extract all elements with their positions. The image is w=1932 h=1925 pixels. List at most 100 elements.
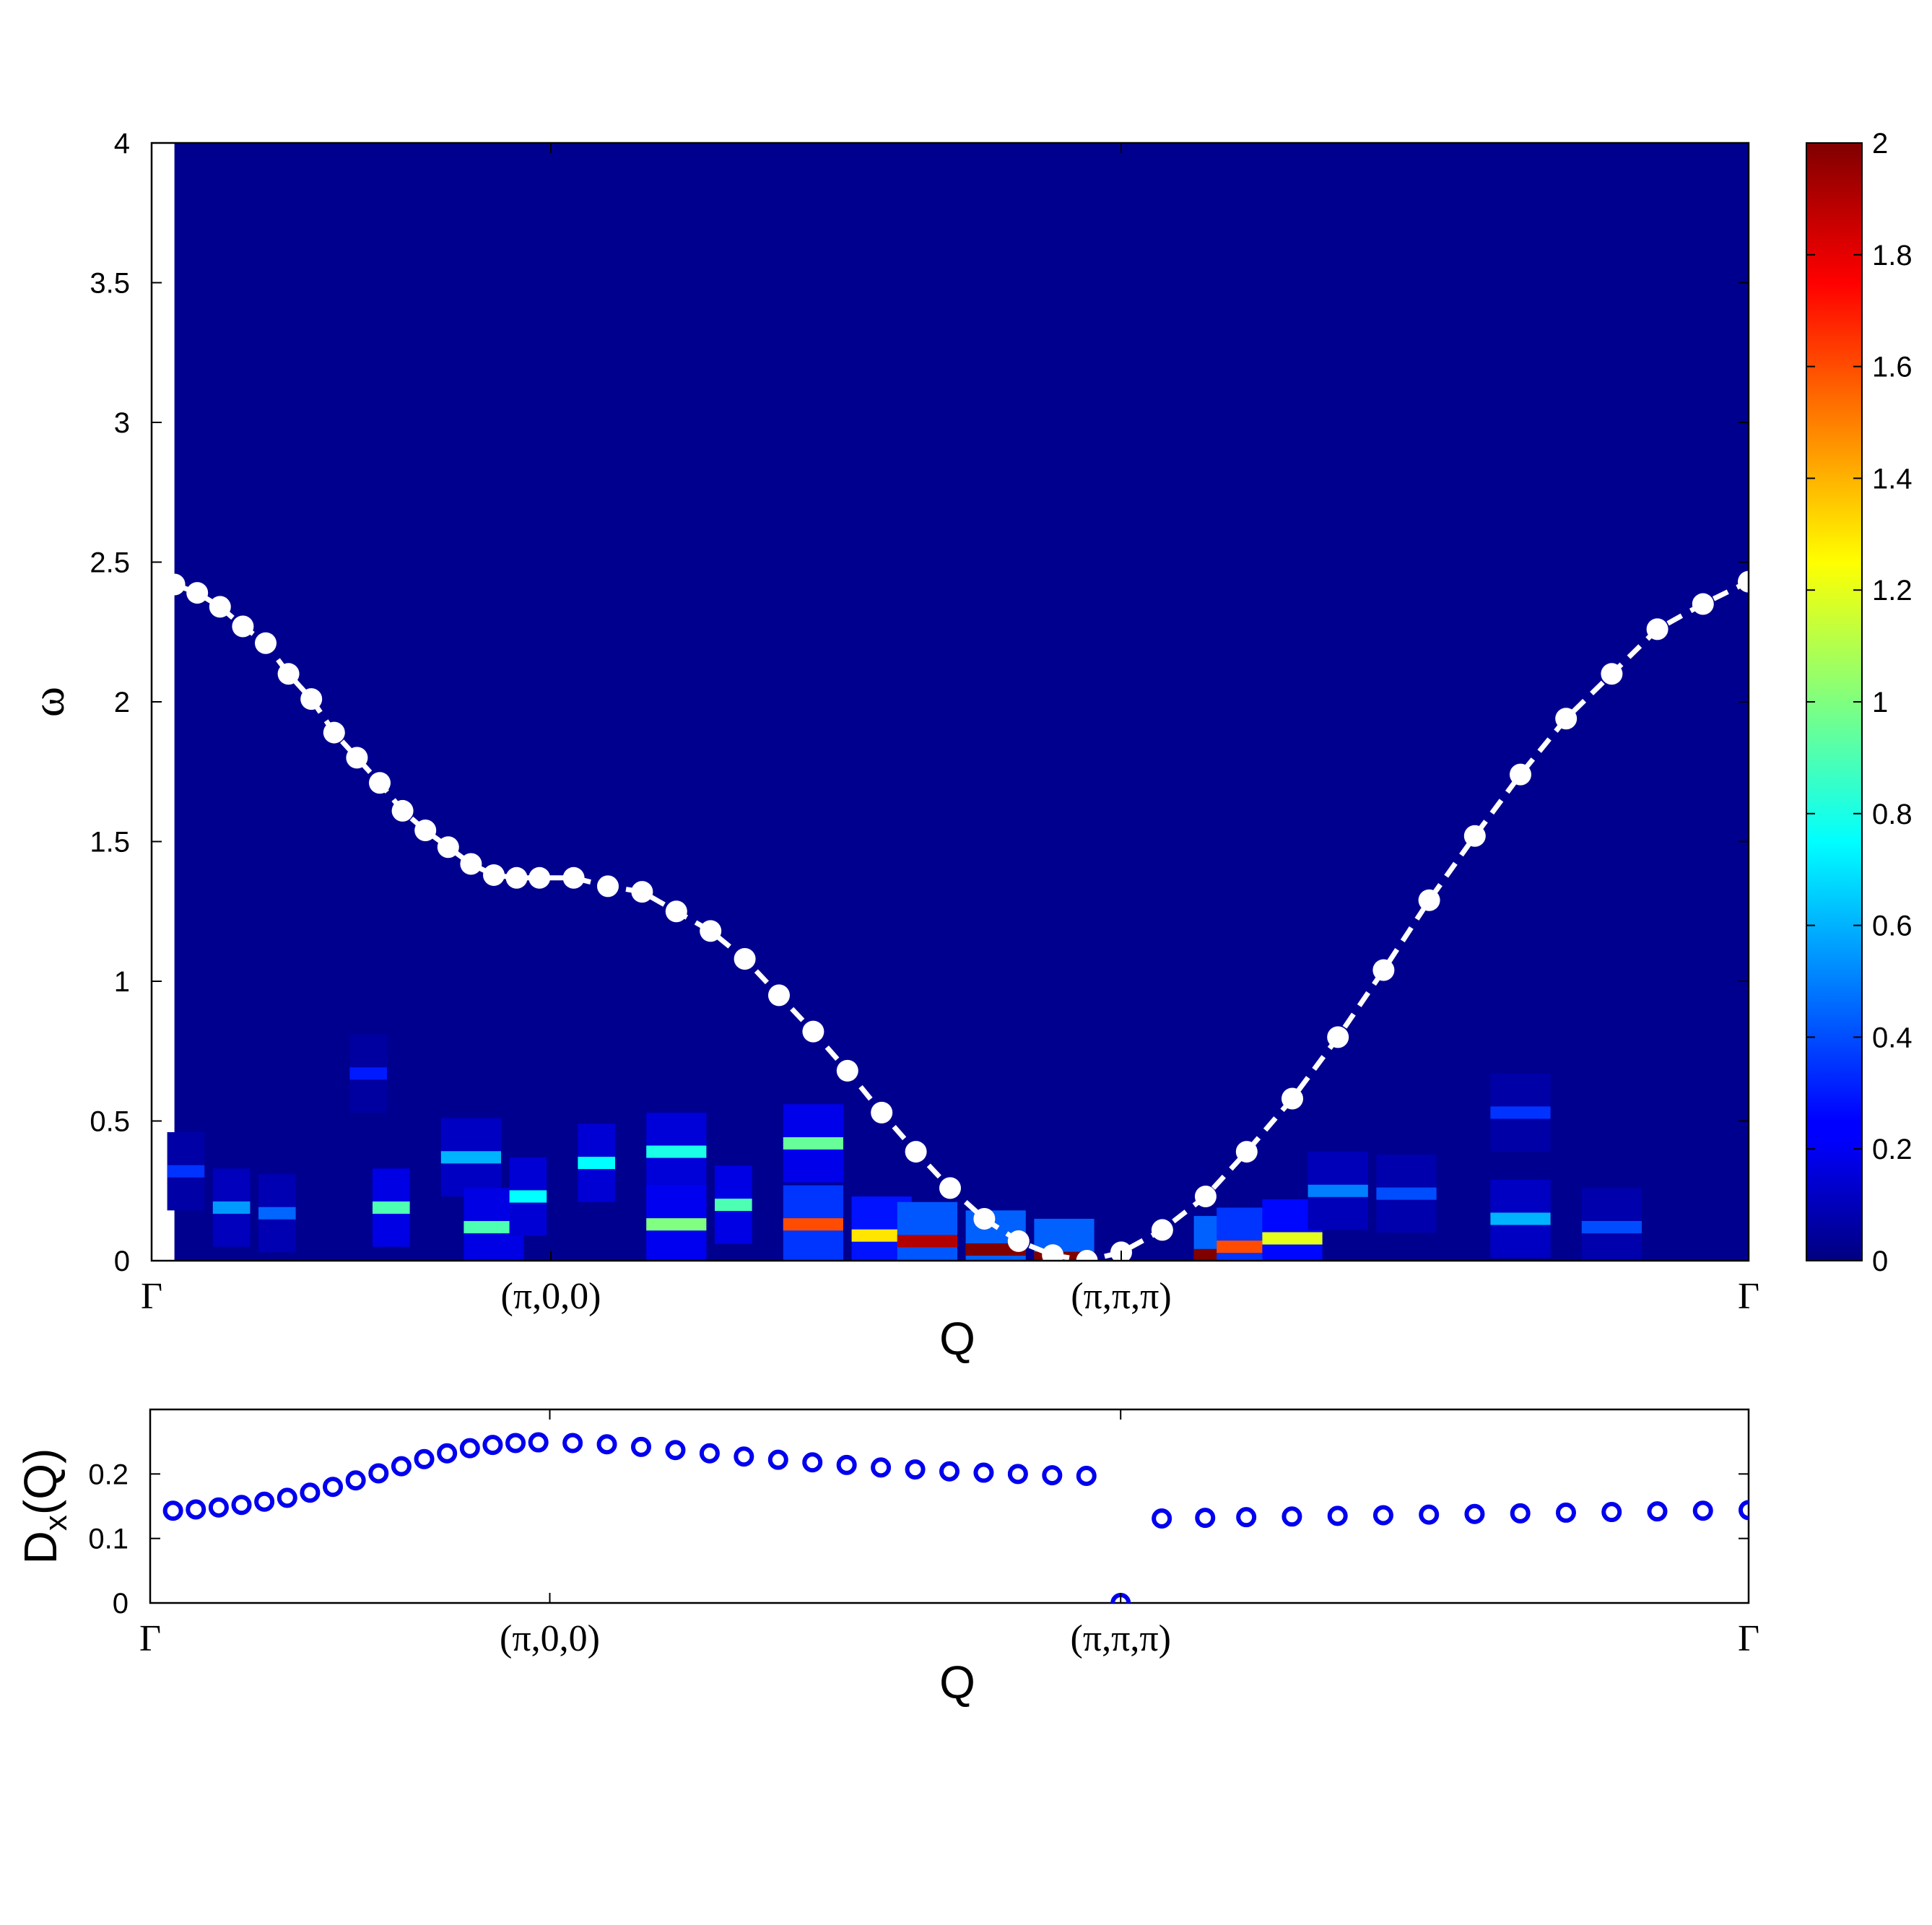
- dispersion-point: [1076, 1250, 1098, 1261]
- dx-point: [1601, 1502, 1622, 1523]
- dx-point: [767, 1449, 788, 1470]
- dispersion-point: [1151, 1219, 1173, 1241]
- dx-point: [482, 1435, 503, 1456]
- dispersion-point: [346, 747, 368, 769]
- colorbar-tick-label: 1.8: [1872, 240, 1913, 271]
- colorbar-tick-label: 1.2: [1872, 575, 1913, 607]
- dispersion-point: [369, 772, 391, 794]
- dx-y-tick-label: 0.2: [88, 1459, 129, 1490]
- dispersion-point: [871, 1101, 893, 1124]
- heatmap-cell: [1262, 1232, 1323, 1245]
- heatmap-y-label: ω: [22, 687, 74, 717]
- dx-panel: 0 0.1 0.2 Γ (π,0,0) (π,π,π) Γ Q Dx(Q): [14, 1408, 1759, 1708]
- heatmap-cell: [509, 1190, 547, 1203]
- dx-plot-area: [149, 1408, 1750, 1604]
- dispersion-point: [323, 721, 345, 744]
- heatmap-x-axis: Γ (π,0,0) (π,π,π) Γ: [141, 143, 1759, 1317]
- dispersion-point: [802, 1020, 824, 1043]
- heatmap-cell: [851, 1229, 912, 1242]
- dispersion-point: [1194, 1185, 1217, 1207]
- dx-point: [231, 1495, 252, 1516]
- dx-point: [1327, 1505, 1348, 1526]
- colorbar-tick-label: 0.8: [1872, 799, 1913, 830]
- dx-y-axis: 0 0.1 0.2: [88, 1459, 1749, 1620]
- heatmap-cell: [897, 1202, 957, 1261]
- dx-point: [802, 1452, 823, 1473]
- dx-point: [699, 1443, 720, 1464]
- dispersion-point: [905, 1141, 927, 1163]
- heatmap-cell: [897, 1235, 957, 1248]
- dx-point: [1282, 1506, 1302, 1527]
- heatmap-cell: [578, 1157, 615, 1170]
- heatmap-cell: [783, 1218, 843, 1231]
- dx-point: [162, 1500, 183, 1521]
- dispersion-point: [1327, 1026, 1349, 1048]
- heatmap-background: [174, 143, 1749, 1261]
- heatmap-y-tick-label: 2: [114, 687, 130, 718]
- dx-x-label: Q: [939, 1656, 975, 1708]
- dx-point: [368, 1463, 389, 1484]
- dx-y-tick-label: 0.1: [88, 1524, 129, 1555]
- colorbar-tick-label: 0.2: [1872, 1134, 1913, 1165]
- dispersion-point: [505, 866, 528, 889]
- dispersion-point: [1282, 1087, 1303, 1110]
- dx-point: [1647, 1501, 1668, 1522]
- dx-point: [596, 1434, 617, 1455]
- heatmap-y-tick-label: 1.5: [90, 827, 130, 859]
- heatmap-cell: [646, 1218, 707, 1231]
- heatmap-x-label: Q: [939, 1313, 975, 1365]
- heatmap-cell: [1490, 1212, 1551, 1225]
- dx-point: [1236, 1507, 1257, 1528]
- dx-point: [254, 1491, 275, 1512]
- heatmap-y-tick-label: 3.5: [90, 268, 130, 300]
- dispersion-point: [836, 1059, 858, 1082]
- dx-point: [1739, 1500, 1749, 1521]
- dispersion-point: [437, 836, 459, 859]
- colorbar-tick-label: 0.6: [1872, 911, 1913, 942]
- dx-point: [1042, 1465, 1063, 1486]
- heatmap-x-tick-label: Γ: [1738, 1276, 1759, 1317]
- dx-point: [1195, 1508, 1216, 1529]
- dispersion-point: [414, 820, 437, 842]
- dx-point: [186, 1499, 206, 1520]
- colorbar-tick-label: 1: [1872, 687, 1888, 718]
- dx-point: [345, 1470, 366, 1491]
- dispersion-point: [1418, 889, 1440, 911]
- dispersion-point: [186, 582, 209, 604]
- dispersion-point: [597, 875, 619, 898]
- dx-point: [1419, 1504, 1440, 1525]
- colorbar-ticks: 0 0.2 0.4 0.6 0.8 1 1.2 1.4 1.6 1.8 2: [1806, 128, 1913, 1277]
- dispersion-line: [173, 579, 1749, 1261]
- colorbar-tick-label: 0: [1872, 1246, 1888, 1277]
- heatmap-cell: [258, 1207, 296, 1220]
- dx-x-tick-label: Γ: [1738, 1618, 1759, 1659]
- dx-point: [1692, 1500, 1713, 1521]
- dx-point: [300, 1482, 321, 1503]
- dispersion-point: [1007, 1230, 1030, 1252]
- heatmap-y-tick-label: 0: [114, 1246, 130, 1277]
- colorbar: 0 0.2 0.4 0.6 0.8 1 1.2 1.4 1.6 1.8 2: [1806, 128, 1913, 1277]
- colorbar-gradient: [1806, 142, 1863, 1261]
- dx-point: [459, 1438, 480, 1459]
- dx-point: [414, 1448, 435, 1469]
- dispersion-point: [1463, 825, 1486, 847]
- heatmap-cell: [715, 1199, 752, 1212]
- heatmap-cell: [1217, 1240, 1277, 1253]
- dispersion-series: [163, 570, 1749, 1261]
- dispersion-point: [1646, 618, 1668, 640]
- dispersion-point: [209, 596, 231, 618]
- dx-point: [562, 1433, 583, 1453]
- dispersion-point: [483, 864, 505, 886]
- dx-x-tick-label: (π,π,π): [1071, 1618, 1171, 1659]
- dispersion-point: [562, 866, 585, 889]
- dx-point: [734, 1446, 754, 1467]
- dx-point: [1372, 1505, 1393, 1526]
- dx-point: [437, 1443, 458, 1464]
- dx-point: [1152, 1508, 1172, 1529]
- dispersion-point: [631, 881, 653, 903]
- dx-x-tick-label: (π,0,0): [500, 1618, 600, 1659]
- dx-point: [528, 1432, 549, 1453]
- dispersion-point: [1601, 663, 1623, 685]
- dispersion-point: [734, 948, 756, 970]
- heatmap-cell: [1376, 1187, 1437, 1200]
